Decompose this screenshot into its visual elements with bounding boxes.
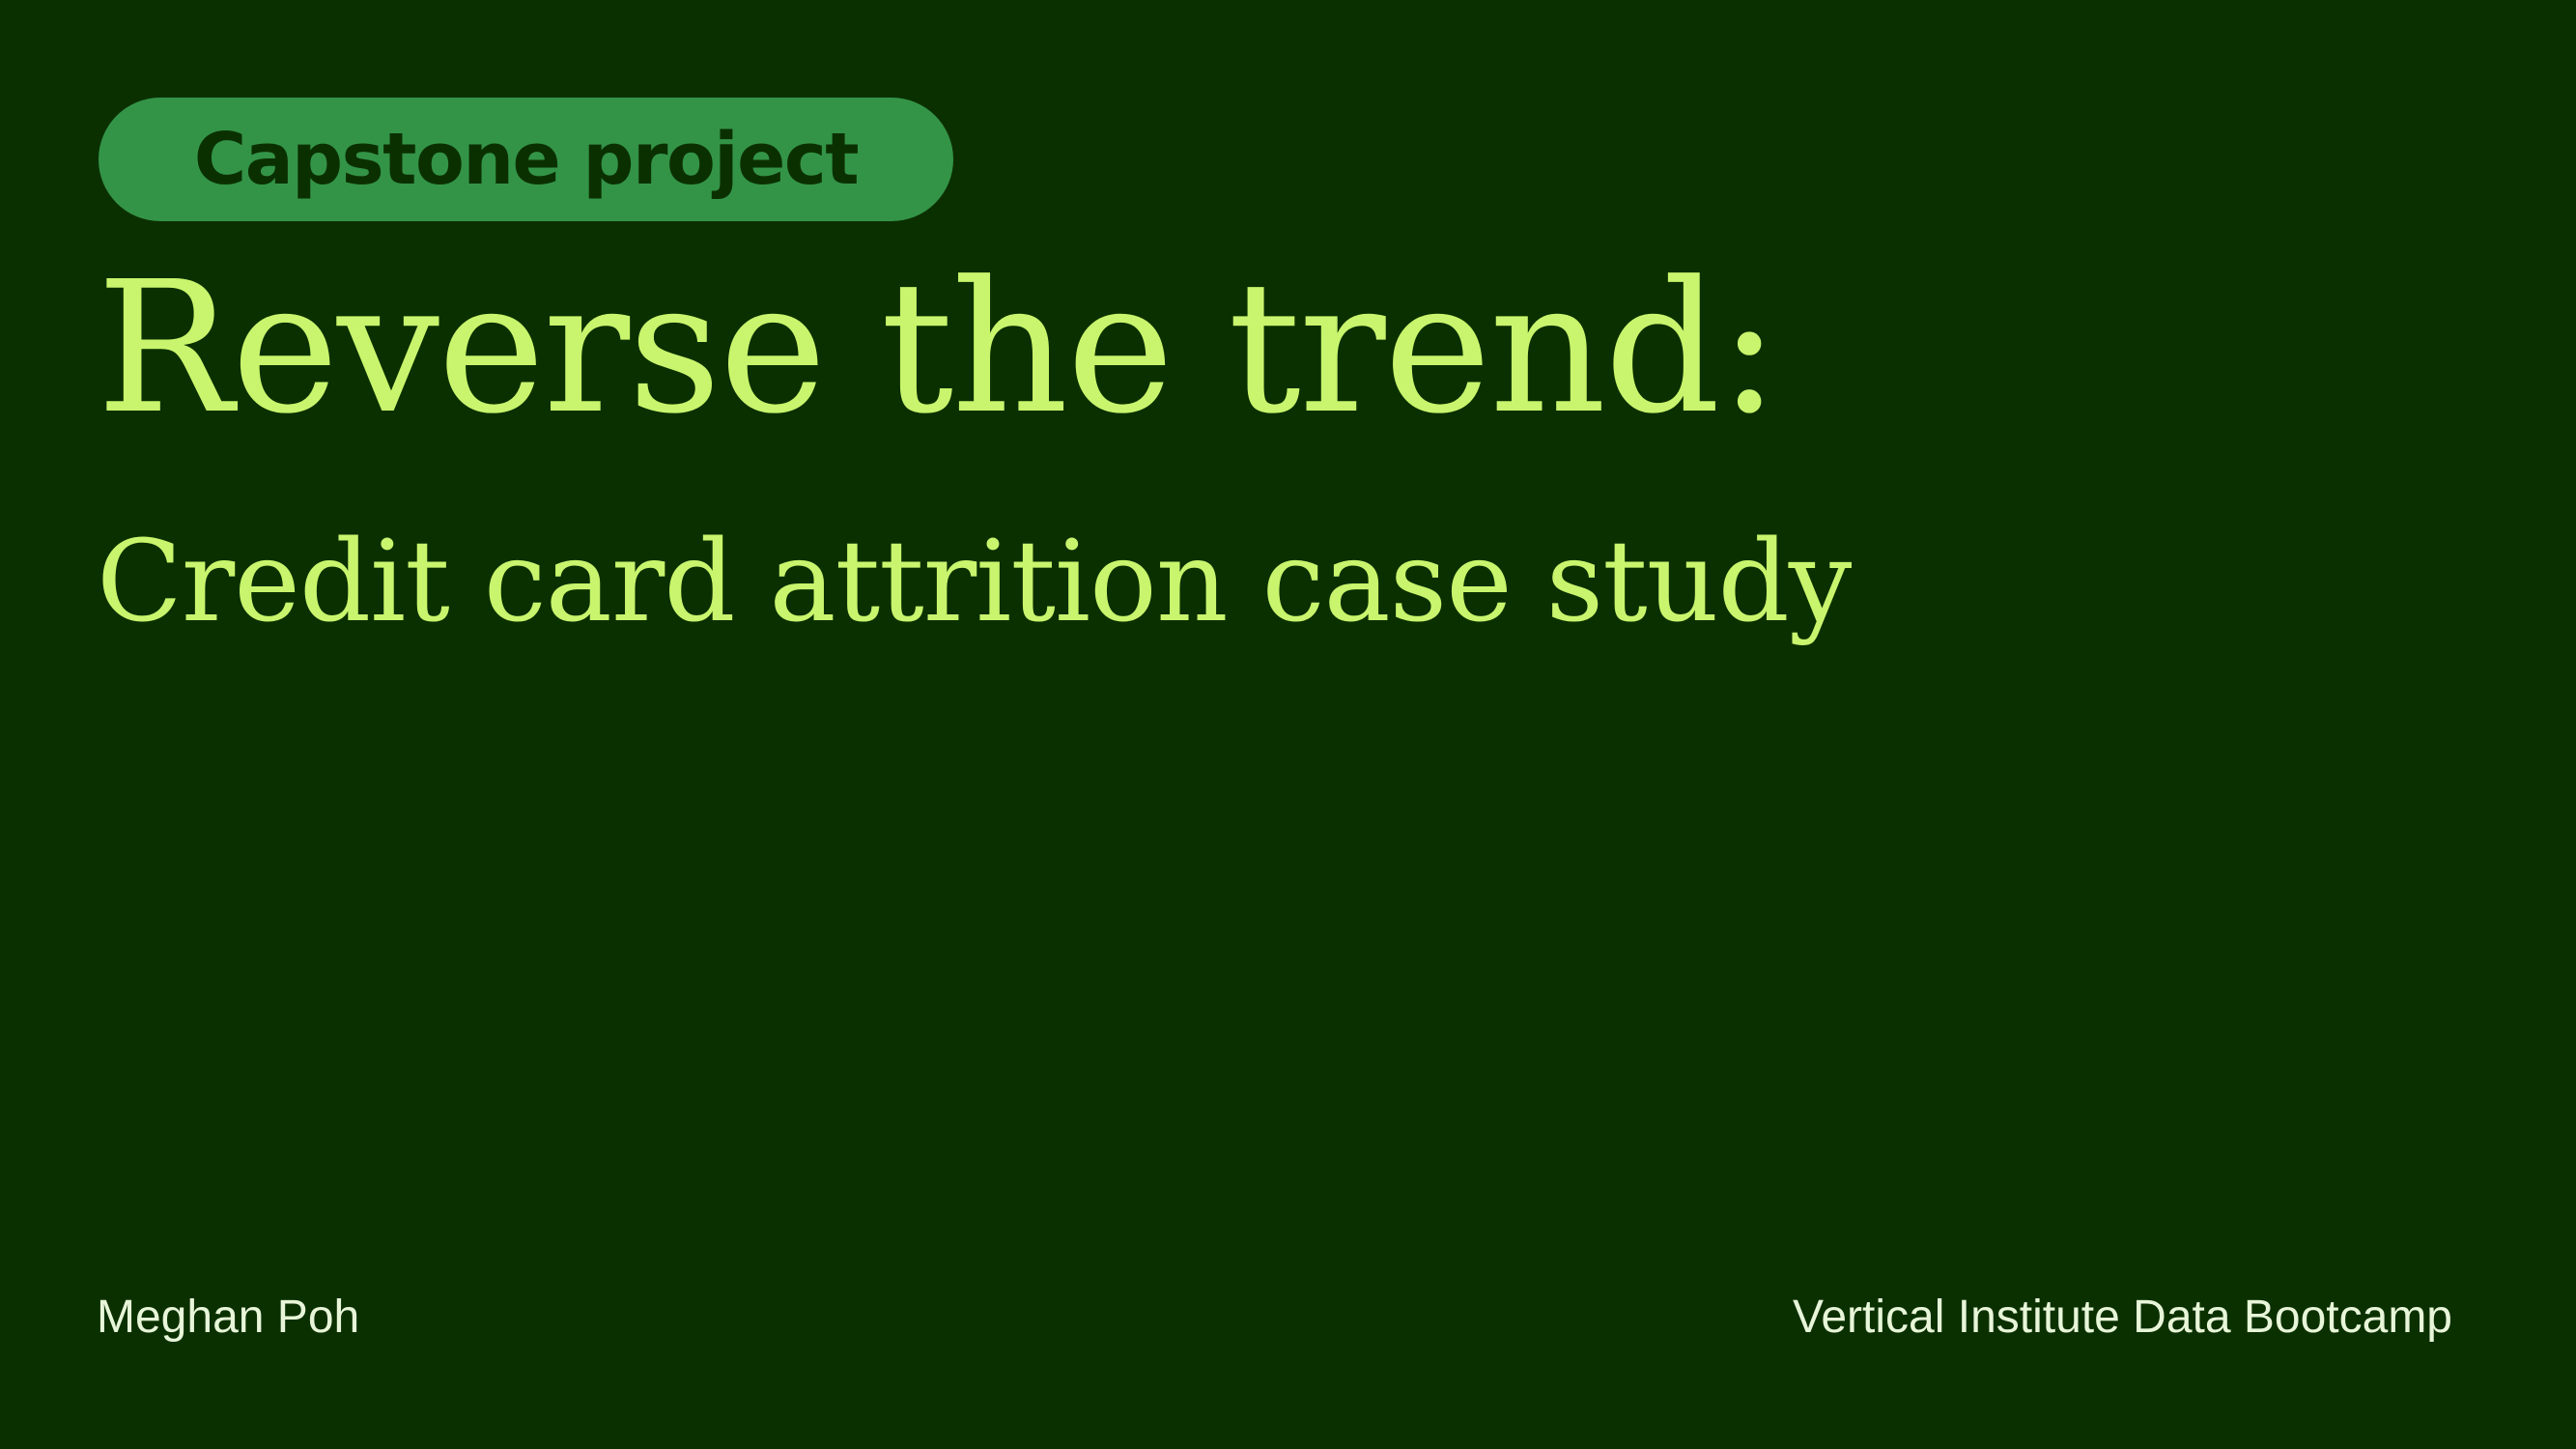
author-name: Meghan Poh: [97, 1292, 360, 1343]
capstone-project-tag: Capstone project: [99, 98, 953, 221]
slide-title: Reverse the trend:: [97, 242, 1780, 454]
slide-subtitle: Credit card attrition case study: [97, 517, 1852, 647]
organization-name: Vertical Institute Data Bootcamp: [1792, 1292, 2452, 1343]
tag-label: Capstone project: [193, 118, 860, 201]
